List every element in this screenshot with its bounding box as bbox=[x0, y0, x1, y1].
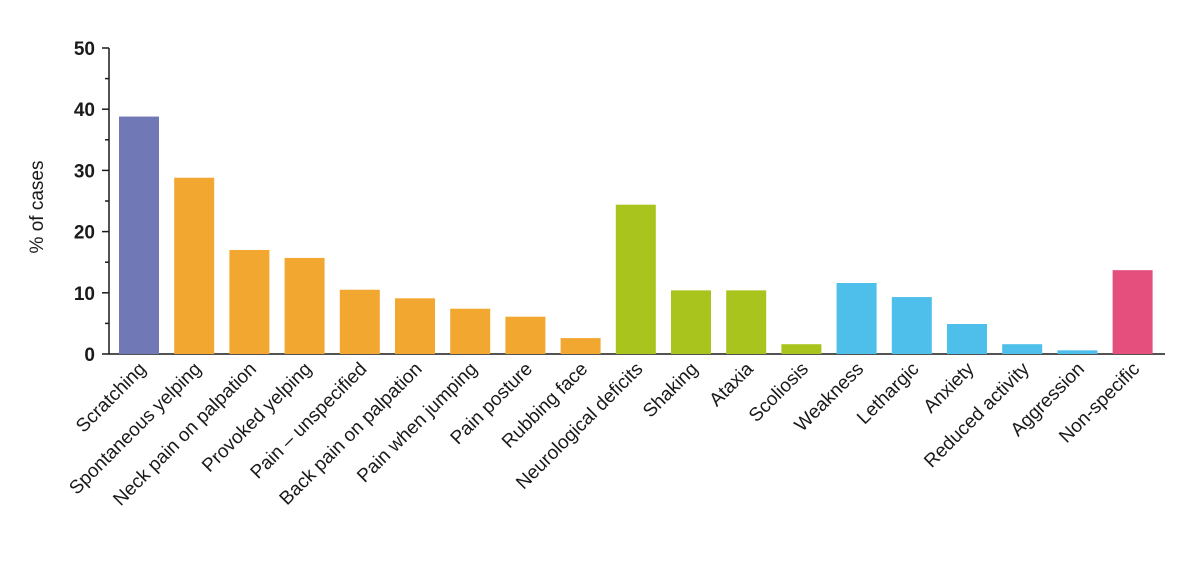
y-axis-title: % of cases bbox=[27, 161, 48, 254]
bar bbox=[450, 308, 491, 354]
bar bbox=[395, 298, 435, 354]
bar bbox=[671, 290, 711, 354]
bar bbox=[1002, 344, 1043, 354]
y-tick-label: 0 bbox=[84, 345, 95, 366]
bar bbox=[174, 177, 215, 354]
bars bbox=[119, 116, 1153, 354]
y-tick-label: 20 bbox=[74, 223, 95, 244]
bar bbox=[505, 316, 546, 354]
bar bbox=[891, 297, 932, 354]
y-ticks: 0 10 20 30 40 50 bbox=[74, 39, 109, 366]
y-tick-label: 30 bbox=[74, 161, 95, 182]
bar bbox=[339, 289, 380, 354]
bar bbox=[1057, 350, 1098, 354]
bar bbox=[284, 257, 325, 354]
bar bbox=[836, 283, 877, 354]
bar bbox=[1112, 270, 1153, 354]
bar bbox=[229, 249, 270, 354]
y-tick-label: 50 bbox=[74, 39, 95, 60]
bar bbox=[119, 116, 159, 354]
bar bbox=[947, 324, 987, 354]
x-tick-label: Ataxia bbox=[706, 358, 758, 410]
y-tick-label: 10 bbox=[74, 284, 95, 305]
bar bbox=[560, 338, 601, 354]
x-tick-label: Shaking bbox=[639, 359, 702, 422]
bar bbox=[781, 344, 822, 354]
bar bbox=[726, 290, 767, 354]
bar bbox=[615, 204, 656, 354]
y-tick-label: 40 bbox=[74, 100, 95, 121]
